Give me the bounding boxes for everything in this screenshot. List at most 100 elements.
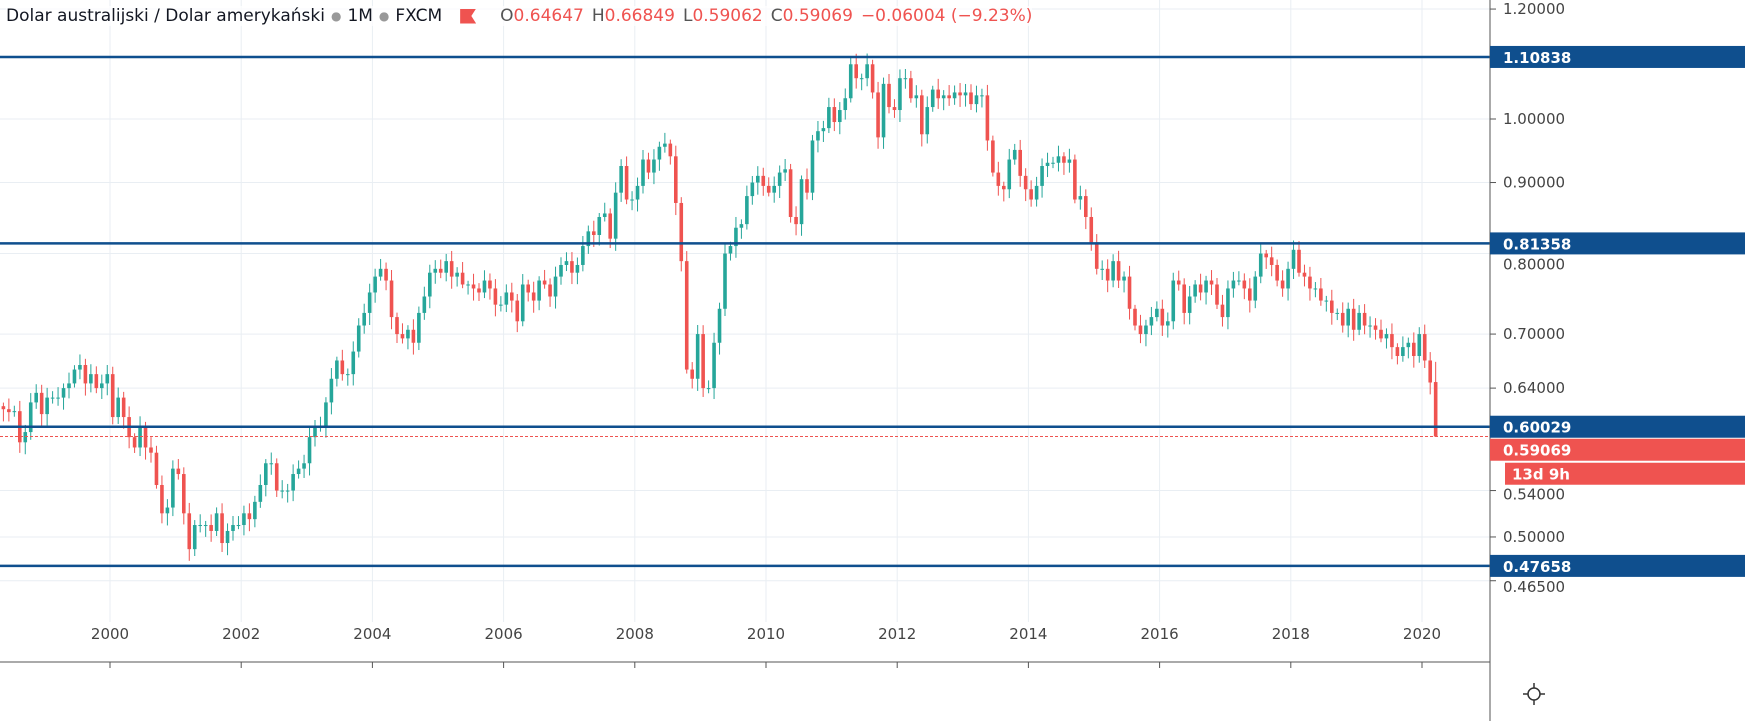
- candle-body: [110, 374, 115, 418]
- candle-body: [121, 397, 126, 418]
- candle-body: [903, 78, 908, 80]
- low-label: L: [682, 6, 693, 26]
- candle-body: [941, 95, 946, 99]
- candle-body: [663, 143, 667, 147]
- candle-body: [783, 169, 787, 173]
- candle-body: [947, 95, 951, 99]
- candle-body: [1395, 347, 1400, 357]
- candle-body: [1078, 196, 1083, 200]
- candle-body: [838, 110, 842, 123]
- candle-body: [1412, 342, 1416, 357]
- y-tick-label: 1.00000: [1503, 110, 1565, 128]
- candle-body: [329, 378, 334, 403]
- candle-body: [559, 264, 563, 277]
- candle-body: [264, 463, 268, 486]
- flag-icon[interactable]: [460, 8, 477, 24]
- candle-body: [346, 374, 350, 376]
- candle-body: [149, 447, 153, 453]
- candle-body: [1067, 159, 1072, 163]
- candle-body: [192, 525, 197, 550]
- candle-body: [1, 406, 6, 410]
- candle-body: [1297, 249, 1301, 273]
- candle-body: [1204, 280, 1208, 293]
- candle-body: [1258, 253, 1263, 277]
- candle-body: [624, 166, 629, 200]
- candle-body: [89, 374, 93, 384]
- candle-body: [657, 146, 662, 160]
- candle-body: [1002, 185, 1006, 190]
- candle-body: [1018, 149, 1022, 176]
- candle-body: [1209, 280, 1214, 285]
- candle-body: [455, 272, 459, 277]
- candle-body: [39, 392, 44, 415]
- candle-body: [1302, 272, 1307, 277]
- symbol-name[interactable]: Dolar australijski / Dolar amerykański: [6, 6, 325, 26]
- candle-body: [100, 383, 104, 389]
- level-price-label-bg: [1490, 415, 1745, 438]
- candle-body: [1056, 156, 1061, 163]
- x-tick-label: 2016: [1141, 625, 1179, 643]
- level-price-label: 1.10838: [1503, 49, 1571, 67]
- candle-body: [635, 185, 640, 200]
- candle-body: [1231, 280, 1236, 289]
- candle-body: [1029, 189, 1033, 200]
- candle-body: [586, 231, 591, 247]
- candle-body: [1187, 296, 1192, 313]
- candle-body: [761, 175, 766, 186]
- candle-body: [510, 292, 514, 301]
- candle-body: [619, 166, 623, 193]
- candle-body: [438, 268, 443, 273]
- candle-body: [674, 156, 678, 203]
- horizontal-levels[interactable]: [0, 55, 1490, 568]
- y-tick-label: 0.90000: [1503, 174, 1565, 192]
- candle-body: [214, 513, 219, 531]
- candle-body: [1051, 162, 1055, 164]
- candle-body: [406, 329, 410, 339]
- candle-body: [471, 284, 476, 289]
- candle-body: [1133, 308, 1137, 326]
- candle-body: [1034, 185, 1039, 200]
- high-label: H: [591, 6, 605, 26]
- level-price-label: 0.81358: [1503, 235, 1571, 253]
- x-tick-label: 2020: [1403, 625, 1441, 643]
- candle-body: [351, 351, 356, 375]
- candle-body: [1171, 280, 1176, 322]
- separator: ●: [330, 9, 342, 23]
- candle-body: [799, 179, 804, 225]
- candle-body: [712, 342, 716, 389]
- candle-body: [870, 64, 875, 93]
- candle-body: [613, 192, 618, 239]
- candle-body: [78, 365, 82, 370]
- candle-body: [1264, 253, 1268, 258]
- candle-body: [72, 369, 77, 384]
- candle-body: [526, 284, 530, 293]
- interval[interactable]: 1M: [347, 6, 373, 26]
- candle-body: [1324, 300, 1329, 302]
- settings-gear-icon[interactable]: [1522, 682, 1546, 706]
- candle-body: [466, 284, 470, 286]
- level-price-label-bg: [1490, 232, 1745, 255]
- candle-body: [1422, 334, 1427, 361]
- low-value: 0.59062: [692, 6, 763, 26]
- y-tick-label: 0.80000: [1503, 255, 1565, 273]
- candle-body: [50, 397, 55, 399]
- candle-body: [1330, 300, 1334, 313]
- candle-body: [750, 182, 755, 197]
- candle-body: [766, 185, 771, 193]
- candle-body: [247, 513, 252, 520]
- candle-body: [1182, 284, 1186, 313]
- candle-body: [1237, 280, 1241, 282]
- separator: ●: [378, 9, 390, 23]
- candle-body: [61, 388, 66, 398]
- candle-body: [745, 196, 749, 225]
- candle-body: [1089, 216, 1094, 243]
- candle-body: [1040, 166, 1044, 186]
- candle-body: [805, 179, 809, 193]
- candle-body: [898, 78, 902, 111]
- x-tick-label: 2000: [91, 625, 129, 643]
- x-tick-label: 2008: [616, 625, 654, 643]
- candle-body: [488, 280, 492, 289]
- candle-body: [1220, 304, 1225, 318]
- candle-body: [340, 360, 345, 375]
